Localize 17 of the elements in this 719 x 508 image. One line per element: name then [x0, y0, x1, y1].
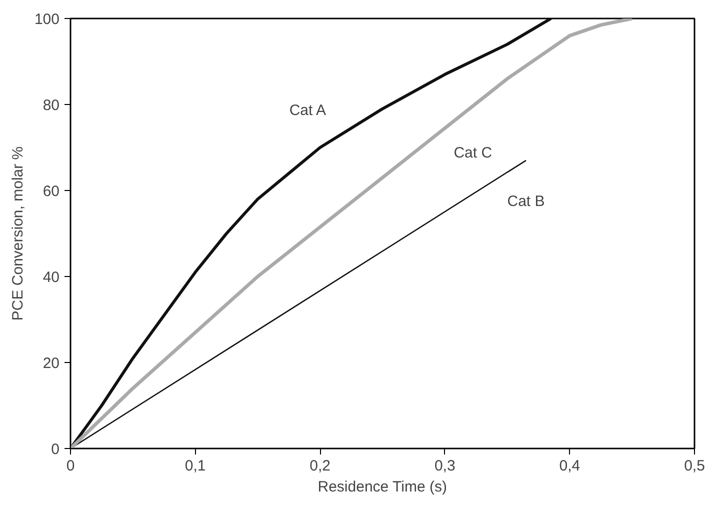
x-tick-label: 0,3	[434, 458, 456, 474]
y-tick-label: 40	[42, 269, 60, 286]
series-label: Cat C	[454, 144, 492, 162]
x-tick-label: 0,4	[559, 458, 580, 474]
x-tick-label: 0,5	[684, 458, 705, 474]
y-tick-label: 80	[42, 97, 60, 114]
y-tick-label: 0	[51, 441, 60, 458]
x-tick-label: 0,2	[310, 458, 331, 474]
y-axis-title: PCE Conversion, molar %	[9, 146, 26, 321]
series-label: Cat B	[507, 192, 545, 210]
y-tick-label: 60	[42, 183, 60, 200]
y-tick-label: 100	[34, 11, 60, 28]
x-tick-label: 0,1	[184, 458, 206, 474]
x-axis-title: Residence Time (s)	[318, 478, 447, 496]
series-label: Cat A	[289, 102, 326, 119]
x-tick-label: 0	[66, 458, 75, 474]
y-tick-label: 20	[42, 355, 60, 372]
